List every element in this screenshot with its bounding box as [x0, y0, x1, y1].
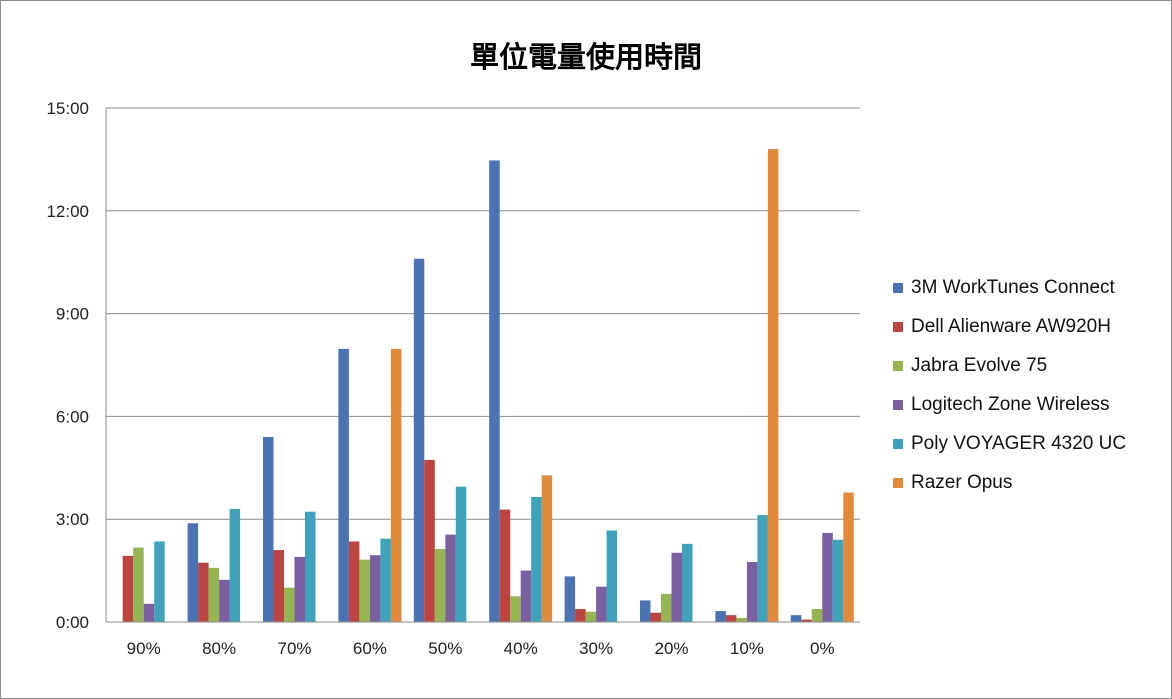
bar-poly-voyager-4320-uc-90pct [154, 541, 165, 622]
legend-label: 3M WorkTunes Connect [911, 276, 1115, 298]
bar-poly-voyager-4320-uc-70pct [305, 511, 316, 622]
bar-logitech-zone-wireless-80pct [219, 579, 230, 622]
bar-dell-alienware-aw920h-60pct [348, 541, 360, 622]
bar-dell-alienware-aw920h-30pct [575, 608, 586, 622]
bar-poly-voyager-4320-uc-80pct [229, 508, 241, 622]
bar-logitech-zone-wireless-40pct [520, 570, 532, 622]
legend-item: 3M WorkTunes Connect [893, 268, 1126, 307]
y-tick-label: 0:00 [56, 613, 89, 632]
bars-group [122, 149, 854, 623]
bar-3m-worktunes-connect-30pct [564, 576, 576, 622]
bar-jabra-evolve-75-80pct [208, 567, 220, 622]
bar-logitech-zone-wireless-90pct [143, 603, 155, 622]
bar-dell-alienware-aw920h-20pct [650, 612, 661, 622]
legend-swatch [893, 321, 903, 332]
bar-razer-opus-10pct [767, 149, 779, 622]
bar-jabra-evolve-75-30pct [585, 611, 597, 622]
bar-dell-alienware-aw920h-80pct [198, 562, 209, 622]
legend-swatch [893, 438, 903, 449]
x-tick-label: 10% [730, 639, 764, 658]
y-tick-label: 12:00 [46, 202, 89, 221]
x-tick-label: 30% [579, 639, 613, 658]
gridlines [106, 107, 860, 623]
legend-label: Dell Alienware AW920H [911, 315, 1111, 337]
legend-item: Razer Opus [893, 463, 1126, 502]
legend-item: Dell Alienware AW920H [893, 307, 1126, 346]
bar-3m-worktunes-connect-0pct [790, 615, 802, 622]
bar-logitech-zone-wireless-50pct [445, 534, 456, 622]
bar-poly-voyager-4320-uc-40pct [531, 496, 542, 622]
bar-logitech-zone-wireless-70pct [294, 556, 305, 622]
x-tick-label: 20% [654, 639, 688, 658]
x-axis-tick-labels: 90% 80% 70% 60% 50% 40% 30% 20% 10% 0% [127, 639, 835, 658]
bar-jabra-evolve-75-0pct [811, 608, 823, 622]
legend-item: Jabra Evolve 75 [893, 346, 1126, 385]
bar-dell-alienware-aw920h-0pct [801, 619, 812, 622]
x-tick-label: 40% [504, 639, 538, 658]
legend-label: Razer Opus [911, 471, 1013, 493]
legend-label: Jabra Evolve 75 [911, 354, 1048, 376]
axes [105, 108, 860, 623]
bar-poly-voyager-4320-uc-20pct [682, 543, 693, 622]
bar-razer-opus-60pct [390, 348, 402, 622]
y-axis-tick-labels: 0:00 3:00 6:00 9:00 12:00 15:00 [46, 99, 89, 632]
x-tick-label: 80% [202, 639, 236, 658]
bar-logitech-zone-wireless-0pct [822, 532, 833, 622]
bar-logitech-zone-wireless-10pct [746, 562, 758, 622]
bar-poly-voyager-4320-uc-60pct [380, 538, 391, 622]
legend-item: Logitech Zone Wireless [893, 385, 1126, 424]
bar-jabra-evolve-75-40pct [510, 596, 521, 622]
bar-dell-alienware-aw920h-70pct [273, 550, 284, 622]
bar-razer-opus-40pct [541, 475, 553, 622]
bar-jabra-evolve-75-50pct [434, 549, 446, 622]
bar-3m-worktunes-connect-60pct [338, 348, 349, 622]
legend-swatch [893, 399, 903, 410]
x-tick-label: 70% [277, 639, 311, 658]
bar-logitech-zone-wireless-60pct [369, 555, 381, 622]
chart-title: 單位電量使用時間 [469, 40, 702, 74]
bar-poly-voyager-4320-uc-30pct [606, 530, 618, 622]
bar-3m-worktunes-connect-20pct [640, 600, 651, 622]
y-tick-label: 15:00 [46, 99, 89, 118]
legend-label: Poly VOYAGER 4320 UC [911, 432, 1127, 454]
legend-swatch [893, 360, 903, 371]
x-tick-label: 0% [810, 639, 835, 658]
legend-swatch [893, 477, 903, 488]
bar-3m-worktunes-connect-50pct [413, 258, 425, 622]
x-tick-label: 90% [127, 639, 161, 658]
bar-jabra-evolve-75-20pct [661, 593, 672, 622]
bar-razer-opus-0pct [843, 492, 854, 622]
legend-item: Poly VOYAGER 4320 UC [893, 424, 1126, 463]
x-tick-label: 60% [353, 639, 387, 658]
bar-3m-worktunes-connect-40pct [489, 160, 500, 623]
y-tick-label: 6:00 [56, 407, 89, 426]
x-tick-label: 50% [428, 639, 462, 658]
bar-poly-voyager-4320-uc-0pct [832, 539, 844, 622]
y-tick-label: 9:00 [56, 305, 89, 324]
bar-dell-alienware-aw920h-90pct [122, 555, 134, 622]
bar-poly-voyager-4320-uc-50pct [455, 486, 467, 622]
bar-3m-worktunes-connect-80pct [187, 523, 199, 622]
bar-jabra-evolve-75-10pct [736, 617, 747, 622]
bar-dell-alienware-aw920h-40pct [499, 509, 511, 622]
bar-jabra-evolve-75-60pct [359, 559, 370, 622]
bar-dell-alienware-aw920h-50pct [424, 459, 435, 622]
bar-jabra-evolve-75-70pct [284, 587, 295, 622]
bar-poly-voyager-4320-uc-10pct [757, 515, 768, 622]
bar-jabra-evolve-75-90pct [133, 547, 144, 622]
legend: 3M WorkTunes Connect Dell Alienware AW920… [893, 268, 1126, 502]
bar-logitech-zone-wireless-20pct [671, 552, 682, 622]
y-tick-label: 3:00 [56, 510, 89, 529]
bar-logitech-zone-wireless-30pct [596, 586, 607, 622]
bar-3m-worktunes-connect-70pct [263, 436, 274, 622]
legend-swatch [893, 282, 903, 293]
bar-dell-alienware-aw920h-10pct [725, 615, 737, 622]
legend-label: Logitech Zone Wireless [911, 393, 1110, 415]
bar-3m-worktunes-connect-10pct [715, 611, 726, 622]
